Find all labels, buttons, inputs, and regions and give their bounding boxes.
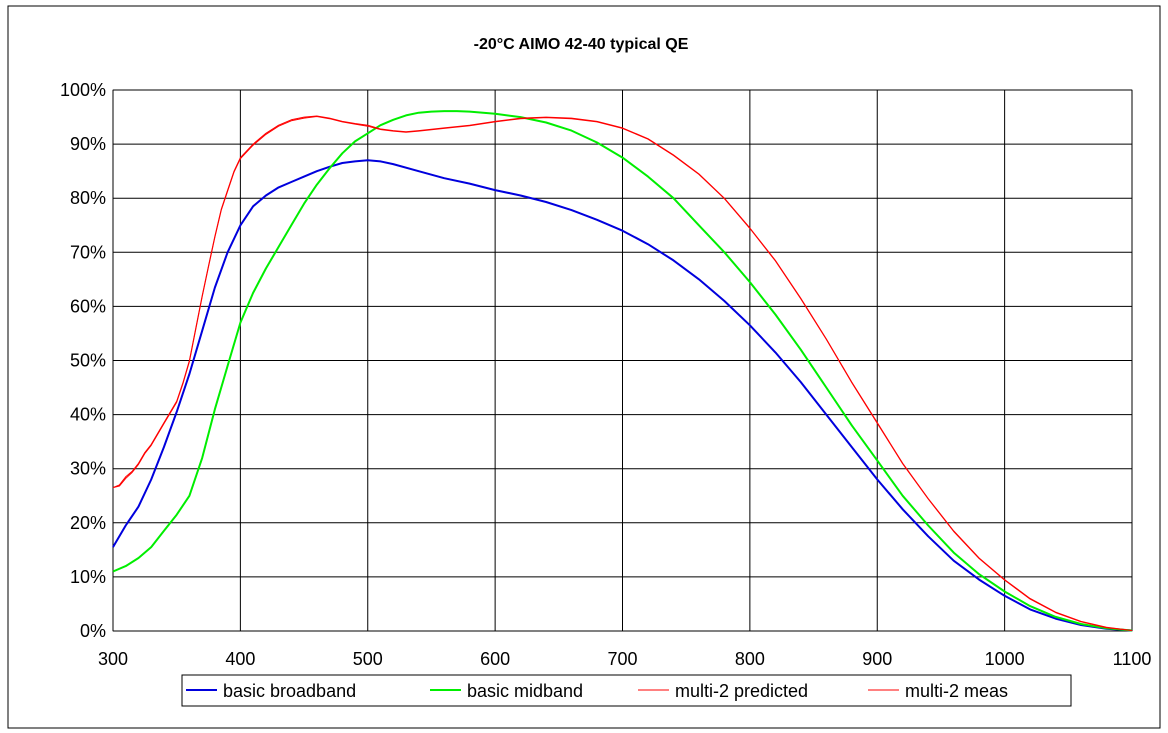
x-tick-label: 1100 [1113,649,1152,669]
x-tick-label: 700 [607,649,637,669]
y-tick-label: 90% [70,134,106,154]
legend-box [181,674,1072,707]
y-tick-label: 30% [70,459,106,479]
legend-items: basic broadband basic midband multi-2 pred… [186,681,1008,701]
legend-label: multi-2 predicted [675,681,808,701]
y-tick-label: 10% [70,567,106,587]
x-axis-tick-labels: 300 400 500 600 700 800 900 1000 1100 [98,649,1151,669]
y-tick-label: 60% [70,296,106,316]
y-tick-label: 70% [70,242,106,262]
x-tick-label: 500 [353,649,383,669]
y-axis-tick-labels: 0% 10% 20% 30% 40% 50% 60% 70% 80% 90% 100% [60,80,106,641]
series-lines [112,110,1133,632]
series-line-basic-broadband [112,159,1133,632]
chart-title: -20°C AIMO 42-40 typical QE [474,36,689,53]
y-tick-label: 80% [70,188,106,208]
x-tick-label: 900 [862,649,892,669]
x-tick-label: 800 [735,649,765,669]
legend-label: basic midband [467,681,583,701]
legend-label: basic broadband [223,681,356,701]
y-tick-label: 40% [70,405,106,425]
grid-lines [112,89,1133,632]
x-tick-label: 300 [98,649,128,669]
x-tick-label: 1000 [985,649,1025,669]
series-line-basic-midband [112,110,1133,632]
y-tick-label: 100% [60,80,106,100]
legend-label: multi-2 meas [905,681,1008,701]
y-tick-label: 20% [70,513,106,533]
x-tick-label: 600 [480,649,510,669]
y-tick-label: 50% [70,351,106,371]
y-tick-label: 0% [80,621,106,641]
legend: basic broadband basic midband multi-2 pred… [181,674,1072,707]
x-tick-label: 400 [225,649,255,669]
series-line-multi-2-meas [112,116,1133,631]
